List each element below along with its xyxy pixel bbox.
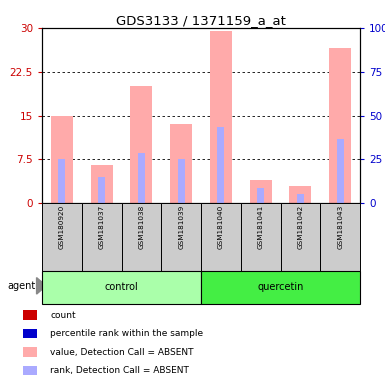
Bar	[257, 189, 264, 203]
Bar	[138, 154, 145, 203]
Text: GSM181042: GSM181042	[297, 205, 303, 249]
Text: GSM181043: GSM181043	[337, 205, 343, 249]
Bar	[58, 159, 65, 203]
Text: GSM181040: GSM181040	[218, 205, 224, 249]
Text: percentile rank within the sample: percentile rank within the sample	[50, 329, 203, 338]
Polygon shape	[37, 278, 46, 294]
Bar	[23, 366, 37, 375]
Bar	[210, 31, 232, 203]
Text: control: control	[105, 283, 138, 293]
Text: GSM181038: GSM181038	[138, 205, 144, 249]
Bar	[131, 86, 152, 203]
Bar	[290, 185, 311, 203]
Bar	[23, 347, 37, 357]
Bar	[281, 203, 320, 271]
Text: GSM180920: GSM180920	[59, 205, 65, 249]
Bar	[250, 180, 271, 203]
Text: value, Detection Call = ABSENT: value, Detection Call = ABSENT	[50, 348, 194, 356]
Bar	[98, 177, 105, 203]
Bar	[82, 203, 122, 271]
Bar	[23, 310, 37, 320]
Bar	[217, 127, 224, 203]
Bar	[42, 203, 82, 271]
Bar	[177, 159, 185, 203]
Bar	[23, 329, 37, 338]
Text: count: count	[50, 311, 76, 320]
Bar	[42, 271, 201, 304]
Text: GSM181041: GSM181041	[258, 205, 264, 249]
Title: GDS3133 / 1371159_a_at: GDS3133 / 1371159_a_at	[116, 14, 286, 27]
Bar	[241, 203, 281, 271]
Text: GSM181039: GSM181039	[178, 205, 184, 249]
Bar	[329, 48, 351, 203]
Bar	[122, 203, 161, 271]
Bar	[201, 203, 241, 271]
Bar	[170, 124, 192, 203]
Text: rank, Detection Call = ABSENT: rank, Detection Call = ABSENT	[50, 366, 189, 375]
Bar	[51, 116, 73, 203]
Bar	[91, 165, 112, 203]
Bar	[320, 203, 360, 271]
Text: agent: agent	[8, 281, 36, 291]
Bar	[297, 194, 304, 203]
Bar	[161, 203, 201, 271]
Bar	[336, 139, 344, 203]
Text: quercetin: quercetin	[257, 283, 304, 293]
Text: GSM181037: GSM181037	[99, 205, 105, 249]
Bar	[201, 271, 360, 304]
